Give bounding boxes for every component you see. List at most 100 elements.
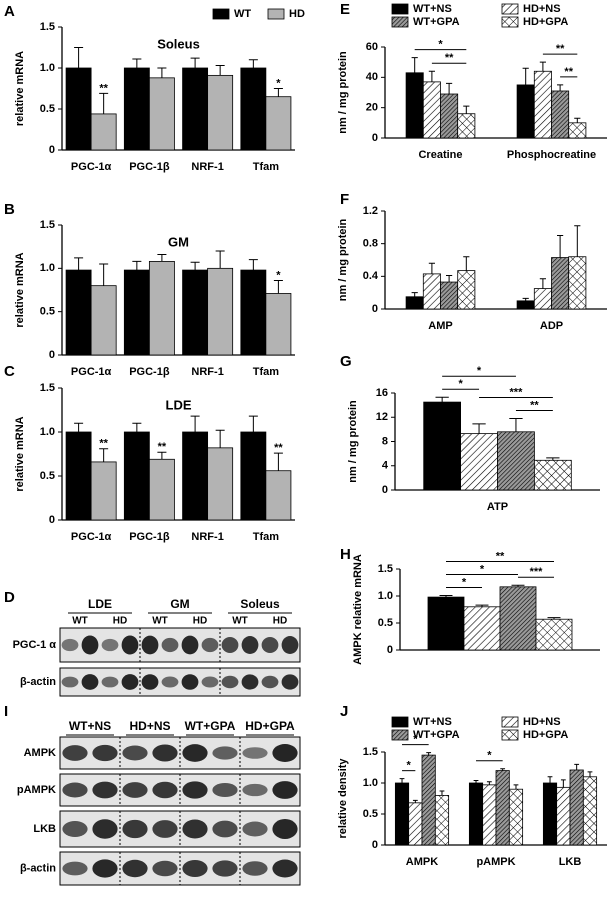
- blot-strip: [59, 627, 301, 663]
- y-tick-label: 16: [376, 387, 388, 399]
- error-bar: [546, 457, 560, 461]
- x-tick-label: PGC-1α: [71, 531, 112, 543]
- lane-label: WT: [232, 616, 248, 627]
- y-tick-label: 0: [49, 514, 55, 526]
- bar: [457, 113, 476, 139]
- error-bar: [428, 70, 435, 82]
- y-tick-label: 1.0: [40, 426, 55, 438]
- legend-swatch: [501, 729, 519, 741]
- error-bar: [99, 263, 109, 286]
- bar: [569, 769, 584, 846]
- y-axis-label: nm / mg protein: [347, 400, 359, 483]
- y-tick-label: 1.5: [40, 219, 55, 231]
- bar: [65, 431, 92, 521]
- blot-band: [152, 820, 178, 838]
- bar: [582, 776, 598, 846]
- legend-swatch: [391, 3, 409, 15]
- blot-group-label: HD+GPA: [245, 719, 295, 733]
- panel-letter: D: [4, 589, 15, 606]
- error-bar: [522, 67, 529, 85]
- x-tick-label: NRF-1: [191, 366, 223, 378]
- x-tick-label: AMPK: [406, 856, 438, 868]
- y-axis-label: relative mRNA: [14, 252, 26, 327]
- significance-label: *: [477, 365, 482, 377]
- blot-band: [122, 782, 148, 798]
- y-tick-label: 0: [49, 144, 55, 156]
- legend-swatch: [212, 8, 230, 20]
- panel-letter: I: [4, 703, 8, 720]
- blot-band: [92, 744, 118, 762]
- blot-band: [122, 859, 148, 878]
- y-tick-label: 1.2: [363, 205, 378, 217]
- significance-label: **: [445, 52, 454, 64]
- error-bar: [435, 396, 449, 403]
- significance-label: ***: [530, 566, 544, 578]
- error-bar: [486, 781, 492, 785]
- significance-label: **: [496, 550, 505, 562]
- bar: [534, 459, 572, 491]
- chart-title: LDE: [166, 397, 192, 412]
- error-bar: [428, 262, 435, 274]
- legend-label: WT+GPA: [413, 16, 460, 28]
- bar: [457, 270, 476, 310]
- blot-band: [261, 637, 279, 653]
- y-tick-label: 40: [366, 71, 378, 83]
- blot-group-label: GM: [170, 597, 189, 611]
- significance-label: *: [413, 734, 418, 746]
- bar: [65, 67, 92, 151]
- blot-band: [241, 674, 259, 690]
- x-tick-label: PGC-1β: [129, 366, 170, 378]
- error-bar: [557, 235, 564, 258]
- error-bar: [587, 771, 593, 777]
- blot-band: [212, 820, 238, 838]
- bar: [551, 90, 570, 139]
- y-tick-label: 0: [387, 644, 393, 656]
- lane-label: HD: [273, 616, 287, 627]
- error-bar: [473, 780, 479, 783]
- blot-band: [62, 821, 88, 837]
- legend-label: HD+GPA: [523, 729, 568, 741]
- bar: [207, 447, 234, 521]
- panel-letter: H: [340, 546, 351, 563]
- bar: [265, 470, 292, 521]
- error-bar: [248, 59, 258, 68]
- blot-band: [201, 637, 219, 653]
- significance-label: *: [487, 750, 492, 762]
- error-bar: [513, 784, 519, 790]
- bar: [422, 81, 441, 139]
- bar: [556, 786, 571, 846]
- blot-band: [182, 819, 208, 839]
- blot-strip: [59, 667, 301, 697]
- error-bar: [99, 448, 109, 462]
- blot-band: [62, 861, 88, 876]
- blot-band: [272, 781, 298, 799]
- chart-title: Soleus: [157, 36, 200, 51]
- error-bar: [412, 799, 418, 803]
- bar: [463, 606, 501, 651]
- legend-swatch: [501, 716, 519, 728]
- blot-band: [261, 675, 279, 689]
- legend-label: HD+NS: [523, 716, 561, 728]
- legend-swatch: [501, 16, 519, 28]
- blot-band: [182, 781, 208, 799]
- blot-band: [152, 860, 178, 877]
- bar: [421, 754, 436, 846]
- error-bar: [560, 779, 566, 788]
- bar: [240, 67, 267, 151]
- error-bar: [446, 82, 453, 95]
- blot-group-label: LDE: [88, 597, 112, 611]
- error-bar: [539, 278, 546, 289]
- bar: [123, 67, 150, 151]
- blot-band: [101, 676, 119, 688]
- legend-label: HD+GPA: [523, 16, 568, 28]
- bar: [568, 122, 587, 139]
- significance-label: **: [556, 43, 565, 55]
- x-tick-label: PGC-1α: [71, 161, 112, 173]
- bar: [148, 458, 175, 521]
- significance-label: **: [99, 438, 108, 450]
- blot-band: [242, 747, 268, 759]
- significance-label: *: [407, 760, 412, 772]
- significance-label: **: [158, 441, 167, 453]
- legend-label: WT: [234, 8, 251, 20]
